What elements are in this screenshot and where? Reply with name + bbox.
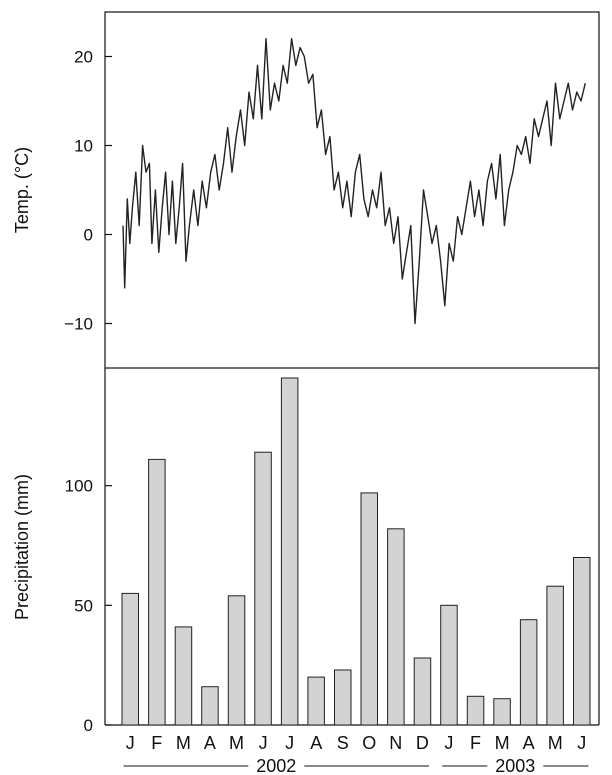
precipitation-y-tick-label: 100: [65, 477, 93, 496]
precipitation-bars: [121, 377, 591, 726]
precipitation-y-tick-label: 50: [74, 596, 93, 615]
precipitation-bar: [121, 592, 139, 726]
month-label: N: [389, 733, 402, 753]
month-label: F: [470, 733, 481, 753]
precipitation-bar: [280, 377, 299, 726]
year-label: 2003: [495, 756, 535, 775]
month-label: F: [151, 733, 162, 753]
precipitation-bar: [201, 686, 219, 726]
precipitation-bar: [387, 528, 405, 726]
temperature-series-line: [122, 38, 586, 325]
month-label: J: [444, 733, 453, 753]
precipitation-y-tick-label: 0: [84, 716, 93, 735]
year-label: 2002: [256, 756, 296, 775]
precipitation-bar: [440, 604, 458, 726]
temperature-panel: −10 0 10 20 Temp. (°C): [12, 11, 600, 369]
month-label: A: [310, 733, 322, 753]
precipitation-y-axis-title: Precipitation (mm): [12, 474, 32, 620]
month-label: J: [126, 733, 135, 753]
month-label: M: [176, 733, 191, 753]
precipitation-bar: [519, 619, 538, 726]
precipitation-bar: [307, 676, 325, 726]
temperature-plot-frame: [104, 11, 600, 369]
temperature-y-tick-label: −10: [64, 315, 93, 334]
month-label: M: [548, 733, 563, 753]
month-label: M: [229, 733, 244, 753]
temperature-y-tick-label: 20: [74, 48, 93, 67]
precipitation-bar: [573, 557, 591, 726]
temperature-y-tick-label: 0: [84, 226, 93, 245]
precipitation-bar: [148, 458, 166, 726]
month-label: A: [523, 733, 535, 753]
precipitation-bar: [413, 657, 432, 726]
temperature-y-axis: −10 0 10 20: [64, 48, 112, 334]
precipitation-bar: [546, 585, 564, 726]
month-label: J: [285, 733, 294, 753]
precipitation-bar: [493, 698, 511, 726]
precipitation-bar: [334, 669, 352, 726]
year-groups: 2002 2003: [123, 756, 589, 775]
precipitation-bar: [254, 451, 272, 726]
month-label: J: [259, 733, 268, 753]
temperature-y-tick-label: 10: [74, 137, 93, 156]
month-label: O: [362, 733, 376, 753]
precipitation-y-axis: 0 50 100: [65, 477, 112, 735]
precipitation-bar: [174, 626, 193, 726]
precipitation-bar: [466, 695, 485, 726]
month-label: S: [337, 733, 349, 753]
month-label: J: [577, 733, 586, 753]
temperature-y-axis-title: Temp. (°C): [12, 147, 32, 233]
month-label: A: [204, 733, 216, 753]
precipitation-bar: [360, 492, 378, 726]
precipitation-bar: [227, 595, 246, 726]
month-label: D: [416, 733, 429, 753]
month-label: M: [495, 733, 510, 753]
